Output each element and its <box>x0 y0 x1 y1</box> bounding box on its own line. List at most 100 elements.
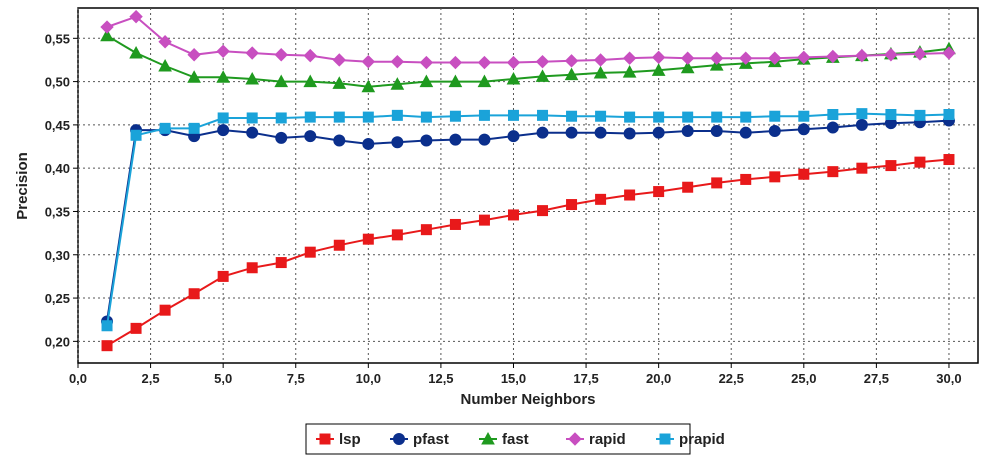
data-point-prapid <box>769 110 781 122</box>
data-point-fast <box>506 71 521 85</box>
data-point-lsp <box>159 304 171 316</box>
legend-item-lsp: lsp <box>316 431 361 448</box>
series-prapid <box>101 108 955 332</box>
legend-swatch-marker <box>481 431 495 445</box>
data-point-prapid <box>798 110 810 122</box>
data-point-rapid <box>739 51 753 65</box>
y-tick-label: 0,35 <box>45 204 70 219</box>
data-point-lsp <box>304 246 316 258</box>
data-point-prapid <box>653 111 665 123</box>
data-point-prapid <box>711 111 723 123</box>
x-tick-label: 2,5 <box>142 371 160 386</box>
data-point-prapid <box>333 111 345 123</box>
data-point-pfast <box>449 133 462 146</box>
data-point-rapid <box>419 55 434 70</box>
data-point-pfast <box>362 137 375 150</box>
data-point-rapid <box>855 48 869 63</box>
data-point-lsp <box>246 262 258 274</box>
data-point-fast <box>100 28 114 42</box>
y-tick-label: 0,30 <box>45 248 70 263</box>
legend-box <box>305 423 691 455</box>
data-point-prapid <box>217 112 229 124</box>
data-point-rapid <box>942 46 956 60</box>
data-point-fast <box>535 69 550 82</box>
data-point-fast <box>129 45 143 59</box>
data-point-lsp <box>217 270 229 282</box>
data-point-prapid <box>507 109 519 121</box>
data-point-pfast <box>217 124 230 137</box>
data-point-rapid <box>710 51 724 65</box>
data-point-prapid <box>740 111 752 123</box>
data-point-pfast <box>391 136 404 149</box>
legend-item-fast: fast <box>479 431 529 448</box>
data-point-lsp <box>653 186 665 198</box>
x-tick-label: 25,0 <box>791 371 816 386</box>
tick-labels: 0,0 2,5 5,0 7,5 10,0 12,5 15,0 17,5 20,0 22,5 25,0… <box>45 31 962 386</box>
data-point-lsp <box>827 166 839 178</box>
data-point-prapid <box>246 112 258 124</box>
data-point-rapid <box>332 53 346 67</box>
legend-swatch-marker <box>393 433 405 445</box>
data-point-pfast <box>565 126 578 139</box>
data-point-rapid <box>826 49 840 64</box>
data-point-lsp <box>624 189 636 201</box>
y-tick-label: 0,25 <box>45 291 70 306</box>
data-point-lsp <box>333 239 345 251</box>
data-point-rapid <box>884 48 898 62</box>
data-point-rapid <box>593 53 608 67</box>
data-point-pfast <box>536 126 549 139</box>
data-point-lsp <box>943 154 955 166</box>
data-point-rapid <box>913 47 927 61</box>
legend-label: rapid <box>589 431 626 448</box>
legend-item-rapid: rapid <box>566 431 626 448</box>
y-tick-label: 0,45 <box>45 118 70 133</box>
data-point-rapid <box>680 51 695 65</box>
data-point-pfast <box>478 133 491 146</box>
data-point-pfast <box>681 124 694 137</box>
data-point-pfast <box>507 130 520 143</box>
data-point-lsp <box>856 162 868 174</box>
data-point-lsp <box>798 168 810 180</box>
data-point-prapid <box>275 112 287 124</box>
data-point-lsp <box>420 224 432 236</box>
data-point-prapid <box>362 111 374 123</box>
data-point-lsp <box>507 209 519 221</box>
data-point-lsp <box>537 205 549 217</box>
data-point-rapid <box>187 48 201 62</box>
data-point-lsp <box>449 218 461 230</box>
legend-swatch-marker <box>568 432 582 446</box>
data-point-lsp <box>275 257 287 269</box>
data-point-lsp <box>566 199 578 211</box>
legend-label: prapid <box>679 431 725 448</box>
data-point-pfast <box>652 126 665 139</box>
legend-swatch-marker <box>319 433 331 445</box>
data-point-prapid <box>159 122 171 134</box>
data-point-prapid <box>595 110 607 122</box>
x-tick-label: 30,0 <box>936 371 961 386</box>
data-point-prapid <box>101 320 113 332</box>
data-point-lsp <box>362 233 374 245</box>
data-point-pfast <box>275 131 288 144</box>
data-point-fast <box>274 74 289 88</box>
data-point-prapid <box>856 108 868 120</box>
data-point-rapid <box>768 51 782 65</box>
x-tick-label: 5,0 <box>214 371 232 386</box>
data-point-fast <box>651 63 666 76</box>
data-point-fast <box>448 74 463 88</box>
data-point-lsp <box>188 288 200 300</box>
x-tick-label: 0,0 <box>69 371 87 386</box>
data-point-lsp <box>130 322 142 334</box>
data-point-lsp <box>740 173 752 185</box>
data-point-lsp <box>101 340 113 352</box>
data-point-pfast <box>826 121 839 134</box>
data-point-rapid <box>100 20 114 34</box>
data-point-fast <box>680 60 695 74</box>
series-lsp <box>101 154 955 352</box>
data-point-prapid <box>885 109 897 120</box>
data-point-rapid <box>129 9 143 24</box>
y-axis-label: Precision <box>14 152 31 220</box>
data-point-fast <box>245 71 260 85</box>
data-point-prapid <box>624 111 636 123</box>
x-tick-label: 15,0 <box>501 371 526 386</box>
data-point-prapid <box>914 109 926 121</box>
